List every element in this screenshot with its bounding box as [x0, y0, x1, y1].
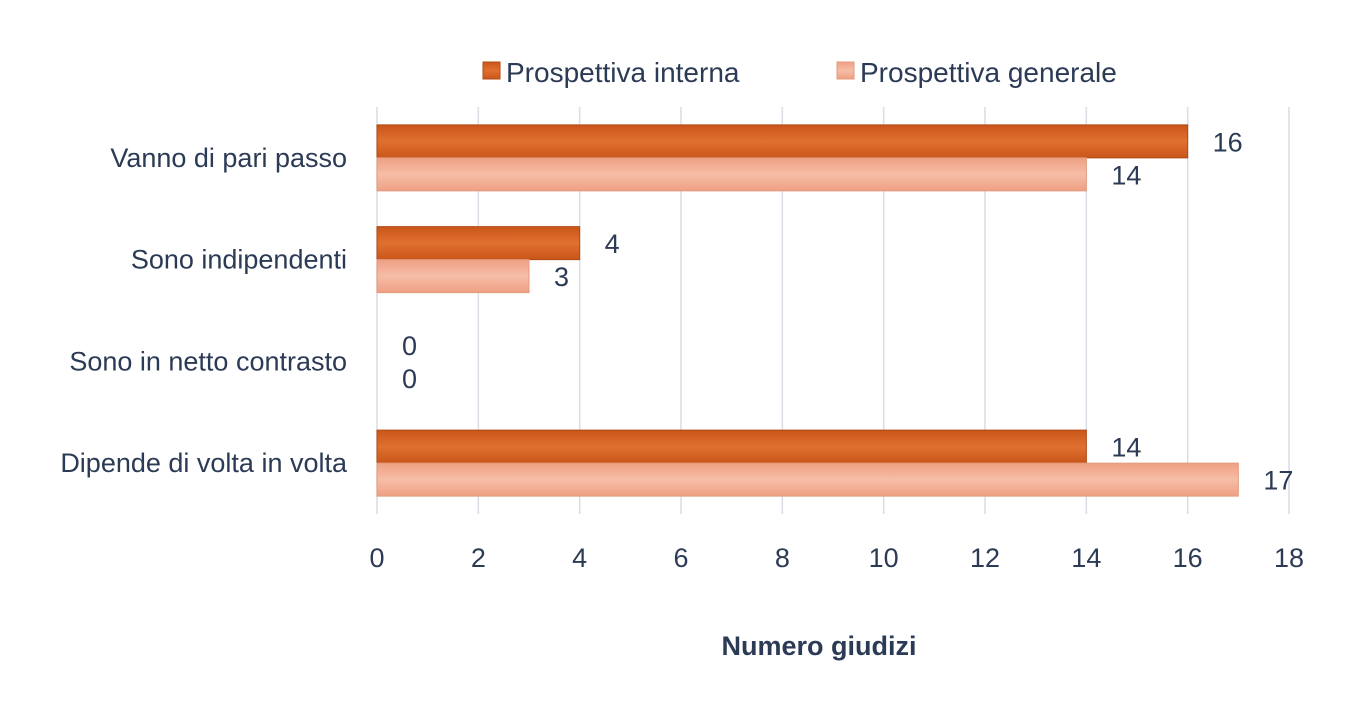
- x-tick-label: 0: [369, 543, 384, 573]
- data-label: 16: [1213, 127, 1243, 157]
- x-tick-label: 12: [970, 543, 1000, 573]
- x-tick-label: 10: [869, 543, 899, 573]
- x-tick-label: 2: [471, 543, 486, 573]
- data-label: 17: [1263, 466, 1293, 496]
- x-tick-labels: 0 2 4 6 8 10 12 14 16 18: [369, 543, 1304, 573]
- legend-label: Prospettiva interna: [506, 57, 740, 88]
- x-axis-title: Numero giudizi: [722, 631, 917, 661]
- data-labels: 16 14 4 3 00 14 17: [402, 127, 1293, 495]
- category-label: Sono indipendenti: [131, 245, 347, 275]
- bar-prospettiva-interna: [376, 226, 581, 261]
- data-label: 14: [1111, 160, 1141, 190]
- bar-prospettiva-interna: [376, 124, 1189, 159]
- x-tick-label: 18: [1274, 543, 1304, 573]
- x-tick-label: 6: [673, 543, 688, 573]
- data-label: 14: [1111, 433, 1141, 463]
- x-tick-label: 8: [775, 543, 790, 573]
- bar-prospettiva-generale: [376, 157, 1087, 192]
- legend-swatch: [482, 61, 501, 80]
- bar-prospettiva-interna: [376, 429, 1087, 464]
- bars: [376, 124, 1239, 497]
- bar-prospettiva-generale: [376, 462, 1239, 497]
- data-label: 3: [554, 262, 569, 292]
- category-labels: Vanno di pari passo Sono indipendenti Sono…: [60, 143, 348, 478]
- category-label: Vanno di pari passo: [110, 143, 347, 173]
- bar-prospettiva-generale: [376, 259, 530, 294]
- x-tick-label: 4: [572, 543, 587, 573]
- category-label: Sono in netto contrasto: [69, 346, 347, 376]
- data-label: 0: [402, 364, 417, 394]
- data-label: 4: [605, 229, 620, 259]
- x-tick-label: 14: [1071, 543, 1101, 573]
- category-label: Dipende di volta in volta: [60, 448, 348, 478]
- legend-label: Prospettiva generale: [860, 57, 1117, 88]
- legend: Prospettiva interna Prospettiva generale: [482, 57, 1117, 88]
- x-tick-label: 16: [1173, 543, 1203, 573]
- legend-swatch: [836, 61, 855, 80]
- data-label: 0: [402, 331, 417, 361]
